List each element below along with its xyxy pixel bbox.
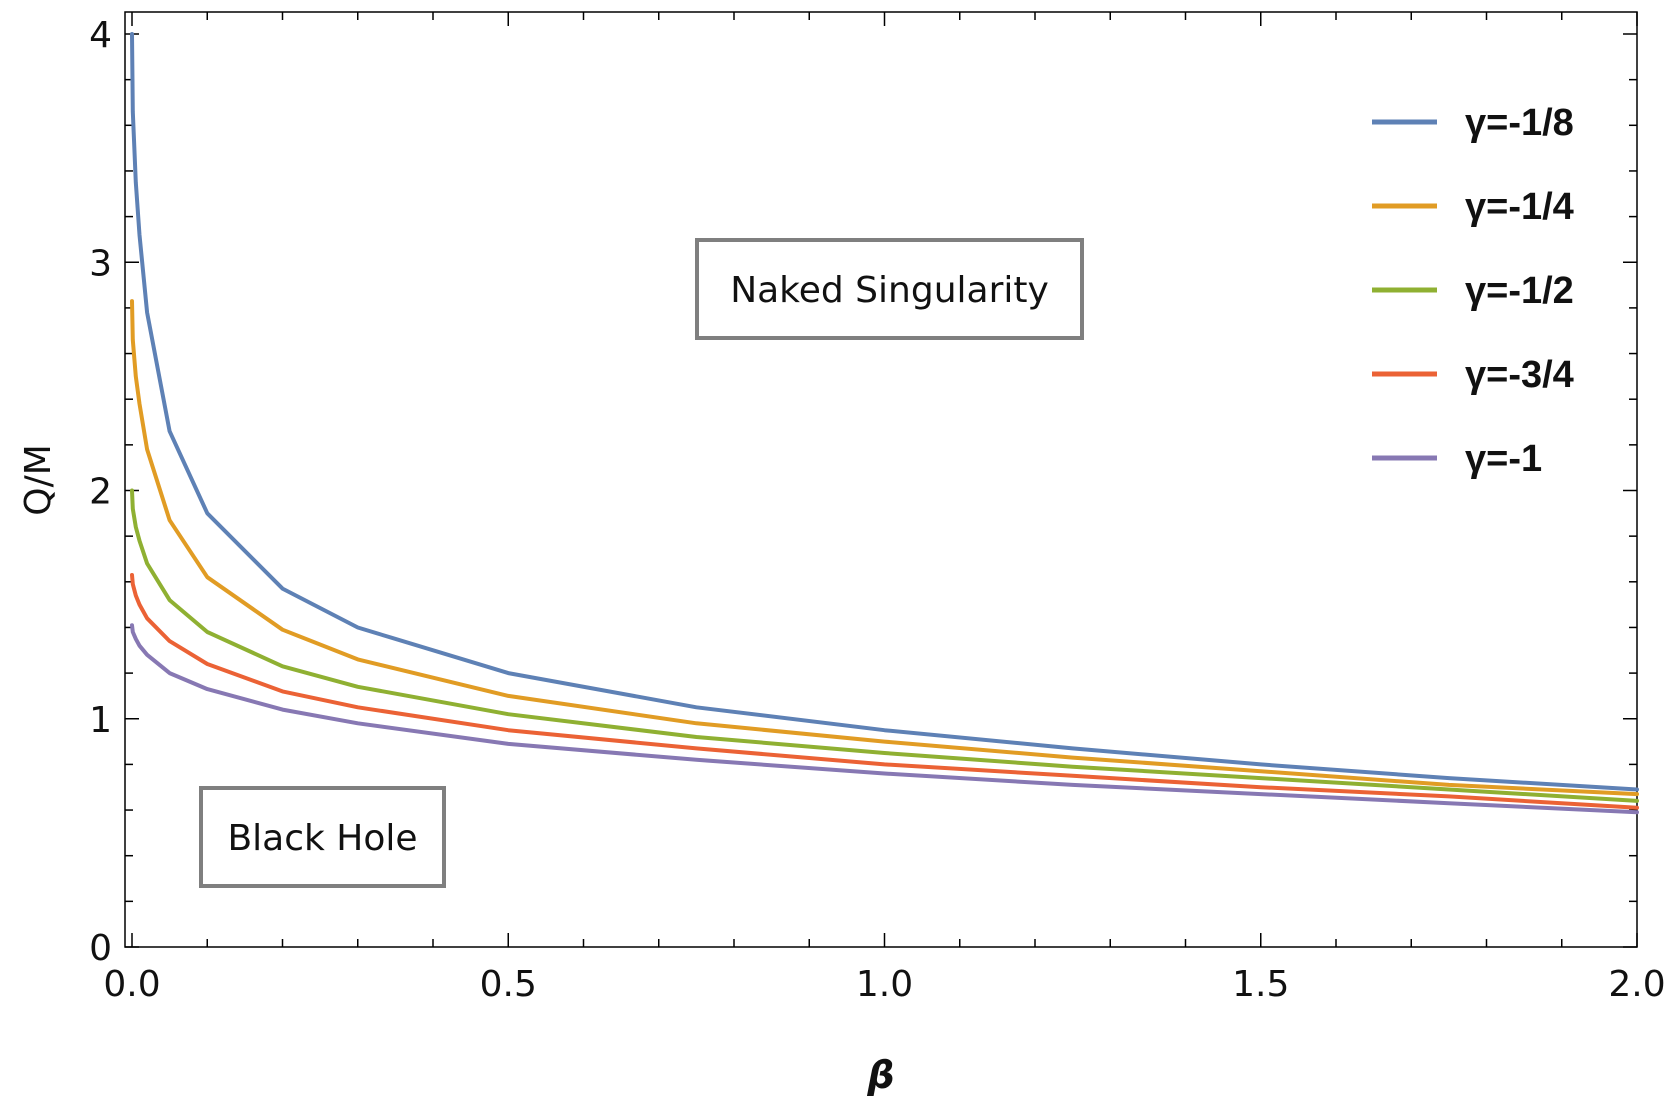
series-line-4 [130,623,1639,815]
legend-label-0: γ=-1/8 [1465,102,1574,144]
naked-singularity-box [695,238,1084,340]
y-tick-label: 3 [89,243,112,284]
y-tick-label: 0 [89,928,112,969]
x-tick-label: 2.0 [1608,964,1665,1005]
series-line-0 [130,32,1639,792]
series-line-3 [130,573,1639,810]
black-hole-label: Black Hole [227,818,417,859]
black-hole-box [199,786,446,888]
y-tick-label: 1 [89,700,112,741]
legend-label-4: γ=-1 [1465,438,1542,480]
x-tick-label: 0.5 [480,964,537,1005]
series-line-1 [130,299,1639,797]
x-tick-label: 1.5 [1232,964,1289,1005]
y-tick-label: 4 [89,15,112,56]
x-axis-title: β [866,1053,894,1097]
y-tick-label: 2 [89,472,112,513]
legend-label-3: γ=-3/4 [1465,354,1574,396]
legend-label-2: γ=-1/2 [1465,270,1574,312]
tick-labels: 0.0 0.5 1.0 1.5 2.0 0 1 2 3 4 [89,15,1666,1005]
x-tick-label: 0.0 [103,964,160,1005]
legend-label-1: γ=-1/4 [1465,186,1574,228]
series-line-2 [130,488,1639,803]
plot-frame [124,11,1638,948]
legend: γ=-1/8 γ=-1/4 γ=-1/2 γ=-3/4 γ=-1 [1372,102,1574,480]
naked-singularity-label: Naked Singularity [730,270,1049,311]
curves [130,32,1639,815]
x-tick-label: 1.0 [856,964,913,1005]
y-axis-title: Q/M [18,444,59,516]
black-hole-annotation: Black Hole [199,786,446,888]
naked-singularity-annotation: Naked Singularity [695,238,1084,340]
